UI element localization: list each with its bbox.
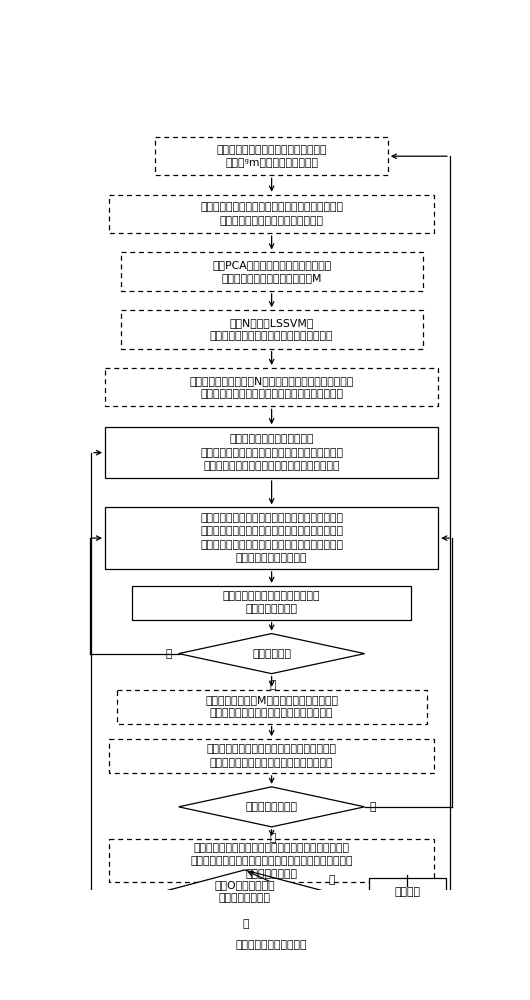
Bar [117, 690, 427, 724]
Text: 从企业数据库中采集每一种调质度带钢
在最近ᵍm时间段内的生产样本: 从企业数据库中采集每一种调质度带钢 在最近ᵍm时间段内的生产样本 [216, 145, 327, 168]
Bar [155, 137, 388, 175]
Text: 使用PCA对剩余的样本中的生产过程数
据进行降维，求取主元转换矩阵M: 使用PCA对剩余的样本中的生产过程数 据进行降维，求取主元转换矩阵M [212, 260, 331, 283]
Text: 根据当前待生产带钢的调质度
从连续退火带钢产品硬度预报模型库中选择对应调
质度带钢产品硬度预报模型，开始连续退火生产: 根据当前待生产带钢的调质度 从连续退火带钢产品硬度预报模型库中选择对应调 质度带… [200, 434, 343, 471]
Text: 是: 是 [329, 875, 335, 885]
Text: 否: 否 [243, 919, 249, 929]
Text: 针对每一种调质度带钢的各样本进行归一化，再基
于聚类分析剔除包含过失误差的样本: 针对每一种调质度带钢的各样本进行归一化，再基 于聚类分析剔除包含过失误差的样本 [200, 202, 343, 226]
Polygon shape [179, 634, 365, 674]
Text: 否: 否 [369, 802, 376, 812]
Bar [132, 586, 411, 620]
Text: 更新样本: 更新样本 [394, 887, 420, 897]
Bar [179, 932, 365, 959]
Text: 使用集成学习方法将这N个子学习机模型的输出进行加权
集成，得到集成学习模型，将其存储到离线模型库: 使用集成学习方法将这N个子学习机模型的输出进行加权 集成，得到集成学习模型，将其… [190, 376, 354, 399]
Text: 否: 否 [270, 680, 277, 690]
Text: 开始下一带钢的连续退火: 开始下一带钢的连续退火 [236, 940, 307, 950]
Text: 最近O时间段内的新
生产样本采集完成: 最近O时间段内的新 生产样本采集完成 [214, 880, 275, 903]
Bar [368, 878, 446, 905]
Bar [120, 252, 423, 291]
Bar [105, 507, 438, 569]
Polygon shape [163, 870, 326, 913]
Bar [105, 427, 438, 478]
Bar [109, 739, 435, 773]
Text: 是: 是 [166, 649, 172, 659]
Text: 包含过失误差: 包含过失误差 [252, 649, 291, 659]
Text: 采用聚类分析方法对过程输入向量
进行过失误差侦破: 采用聚类分析方法对过程输入向量 进行过失误差侦破 [223, 591, 320, 614]
Bar [105, 368, 438, 406]
Bar [109, 839, 435, 882]
Text: 是: 是 [270, 833, 277, 843]
Text: 建立N个基于LSSVM的
连续退火带钢产品硬度预报的子学习机模型: 建立N个基于LSSVM的 连续退火带钢产品硬度预报的子学习机模型 [210, 318, 333, 341]
Text: 实时获取连续退火生产过程数据，作为该种调质度
带钢产品硬度预报模型的过程输入向量，同时记录
连续退火生产线上各采样点在每卷带钢头部穿过时
产生的相关生产状态数据: 实时获取连续退火生产过程数据，作为该种调质度 带钢产品硬度预报模型的过程输入向量… [200, 513, 343, 563]
Text: 截取带钢带头进行离线检测，获得其硬度实际值，再与
记录的带钢生产过程数据进行匹配与合成，形成一个新的
连续退火生产样本: 截取带钢带头进行离线检测，获得其硬度实际值，再与 记录的带钢生产过程数据进行匹配… [190, 843, 353, 879]
Text: 基于降维后的过程输入向量，使用该种调质度
带钢产品硬度预报模型对带钢硬度进行预报: 基于降维后的过程输入向量，使用该种调质度 带钢产品硬度预报模型对带钢硬度进行预报 [207, 744, 337, 768]
Text: 利用主元转换矩阵M，对当前的过程输入向量
进行降维，得到以主元表示的过程输入向量: 利用主元转换矩阵M，对当前的过程输入向量 进行降维，得到以主元表示的过程输入向量 [205, 695, 338, 718]
Bar [109, 195, 435, 233]
Polygon shape [179, 787, 365, 827]
Bar [120, 310, 423, 349]
Text: 当前带钢生产结束: 当前带钢生产结束 [245, 802, 298, 812]
